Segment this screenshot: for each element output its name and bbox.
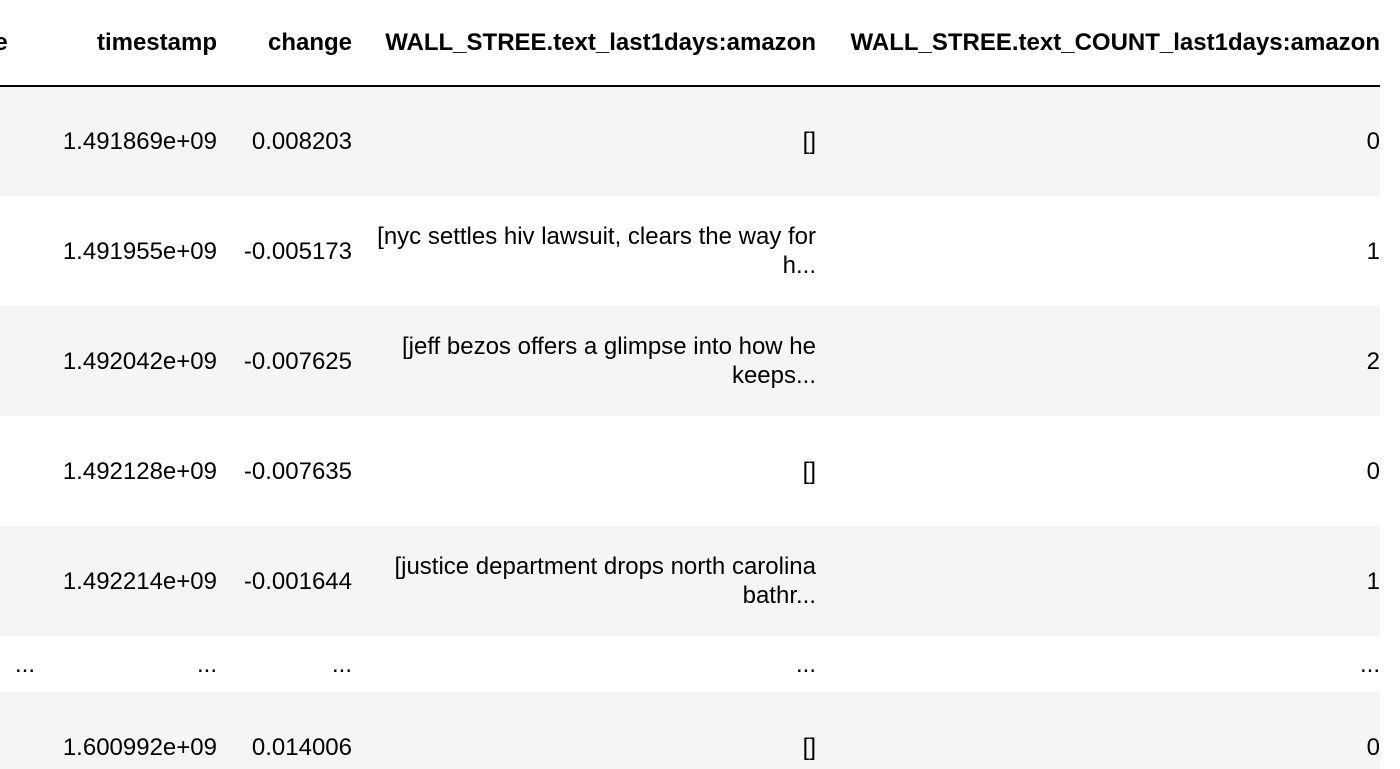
table-row-ellipsis: ... ... ... ... ... — [0, 636, 1380, 692]
count-cell: 1 — [1366, 567, 1380, 595]
change-cell: -0.007625 — [243, 347, 352, 375]
date-line: 017 — [0, 567, 35, 596]
text-value: [] — [802, 457, 816, 485]
date-line: 017 — [0, 457, 35, 486]
column-header-date: ate — [0, 0, 35, 87]
date-line: 017 — [0, 347, 35, 376]
date-line: :00 — [0, 376, 35, 405]
column-header-change: change — [217, 0, 352, 87]
timestamp-cell: 1.600992e+09 — [62, 733, 217, 761]
date-line: :00 — [0, 486, 35, 515]
header-row: ate timestamp change WALL_STREE.text_las… — [0, 0, 1380, 87]
count-cell: 1 — [1366, 237, 1380, 265]
count-cell: 0 — [1366, 457, 1380, 485]
text-value: [justice department drops north carolina… — [394, 553, 816, 609]
text-cell: [jeff bezos offers a glimpse into how he… — [352, 306, 816, 416]
date-cell: 04- 017 :00 — [0, 196, 35, 306]
date-line: 04- — [0, 538, 35, 567]
date-line: 017 — [0, 127, 35, 156]
column-header-text: WALL_STREE.text_last1days:amazon — [352, 0, 816, 87]
date-line: :00 — [0, 762, 35, 769]
change-cell: 0.008203 — [251, 128, 352, 155]
table-header: ate timestamp change WALL_STREE.text_las… — [0, 0, 1380, 87]
change-cell: -0.001644 — [243, 567, 352, 595]
date-line: 04- — [0, 208, 35, 237]
date-line: :00 — [0, 156, 35, 185]
table-row: 04- 017 :00 1.491955e+09 -0.005173 [nyc … — [0, 196, 1380, 306]
text-cell: [justice department drops north carolina… — [352, 526, 816, 636]
date-cell: 04- 017 :00 — [0, 86, 35, 196]
table-body: 04- 017 :00 1.491869e+09 0.008203 [] 0 0… — [0, 86, 1380, 769]
table-row: 04- 017 :00 1.492042e+09 -0.007625 [jeff… — [0, 306, 1380, 416]
date-cell: ... — [0, 636, 35, 692]
text-cell: [nyc settles hiv lawsuit, clears the way… — [352, 196, 816, 306]
count-cell: 2 — [1366, 347, 1380, 375]
date-line: 09- — [0, 704, 35, 733]
count-cell: 0 — [1366, 733, 1380, 761]
date-line: ... — [14, 650, 35, 678]
change-cell: 0.014006 — [251, 733, 352, 761]
change-cell: -0.005173 — [243, 237, 352, 265]
table-row: 04- 017 :00 1.492214e+09 -0.001644 [just… — [0, 526, 1380, 636]
text-value: [jeff bezos offers a glimpse into how he… — [401, 333, 816, 389]
timestamp-cell: 1.491955e+09 — [62, 237, 217, 265]
text-cell: [] — [352, 86, 816, 196]
count-cell: ... — [1359, 650, 1380, 678]
timestamp-cell: 1.492128e+09 — [62, 457, 217, 485]
text-value: [] — [802, 128, 816, 155]
column-header-count: WALL_STREE.text_COUNT_last1days:amazon — [816, 0, 1380, 87]
date-line: :00 — [0, 596, 35, 625]
text-cell: [] — [352, 416, 816, 526]
change-cell: ... — [331, 650, 352, 678]
date-cell: 09- 020 :00 — [0, 692, 35, 769]
date-cell: 04- 017 :00 — [0, 416, 35, 526]
date-line: 04- — [0, 318, 35, 347]
date-line: 020 — [0, 733, 35, 762]
timestamp-cell: 1.492214e+09 — [62, 567, 217, 595]
timestamp-cell: 1.491869e+09 — [62, 128, 217, 155]
text-value: [nyc settles hiv lawsuit, clears the way… — [377, 223, 816, 279]
column-header-timestamp: timestamp — [35, 0, 217, 87]
table-row: 09- 020 :00 1.600992e+09 0.014006 [] 0 — [0, 692, 1380, 769]
text-value: ... — [795, 650, 816, 678]
date-line: 04- — [0, 98, 35, 127]
text-cell: ... — [352, 636, 816, 692]
count-cell: 0 — [1366, 128, 1380, 155]
table-row: 04- 017 :00 1.492128e+09 -0.007635 [] 0 — [0, 416, 1380, 526]
date-line: 017 — [0, 237, 35, 266]
table-row: 04- 017 :00 1.491869e+09 0.008203 [] 0 — [0, 86, 1380, 196]
date-cell: 04- 017 :00 — [0, 306, 35, 416]
text-value: [] — [802, 733, 816, 761]
timestamp-cell: 1.492042e+09 — [62, 347, 217, 375]
date-cell: 04- 017 :00 — [0, 526, 35, 636]
date-line: 04- — [0, 428, 35, 457]
text-cell: [] — [352, 692, 816, 769]
date-line: :00 — [0, 266, 35, 295]
change-cell: -0.007635 — [243, 457, 352, 485]
timestamp-cell: ... — [196, 650, 217, 678]
